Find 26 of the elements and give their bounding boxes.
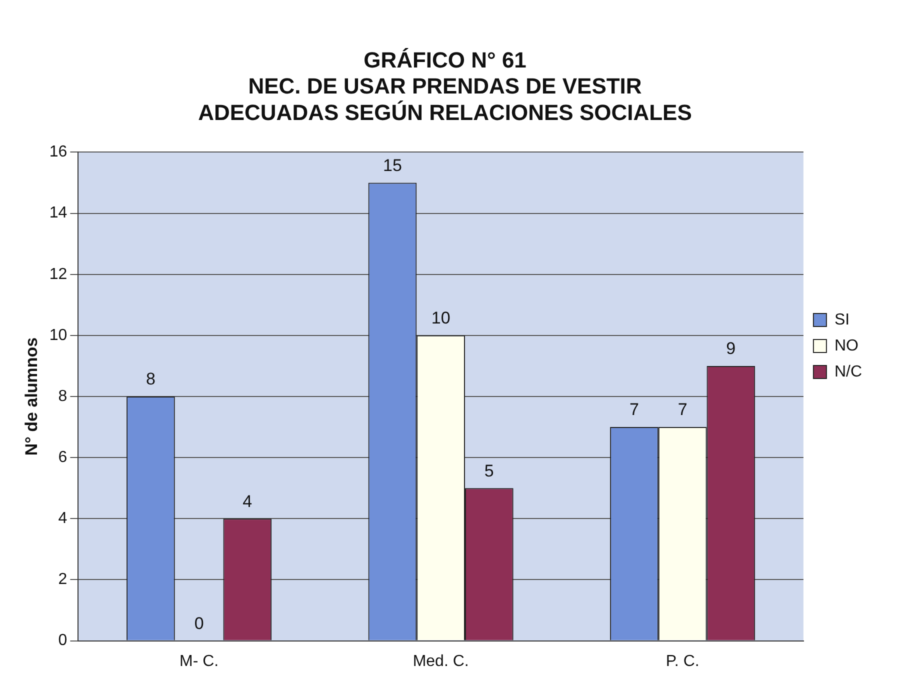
data-label: 7 bbox=[678, 400, 688, 420]
data-label: 4 bbox=[242, 492, 252, 511]
x-tick-label: P. C. bbox=[666, 652, 700, 670]
chart-title: GRÁFICO N° 61 NEC. DE USAR PRENDAS DE VESTIR ADECUADAS SEGÚN RELACIONES SOCIALES bbox=[198, 47, 692, 126]
legend-label: SI bbox=[834, 311, 850, 328]
y-tick-label: 16 bbox=[49, 144, 68, 161]
y-tick-label: 10 bbox=[49, 326, 68, 344]
legend-label: NO bbox=[834, 337, 858, 354]
data-label: 15 bbox=[383, 156, 402, 175]
y-tick-label: 4 bbox=[58, 510, 68, 528]
data-label: 10 bbox=[431, 308, 450, 328]
data-label: 5 bbox=[484, 461, 494, 480]
data-label: 8 bbox=[146, 370, 156, 389]
data-label: 7 bbox=[629, 400, 639, 420]
y-tick-label: 14 bbox=[49, 204, 68, 222]
x-tick-label: M- C. bbox=[180, 652, 219, 670]
y-tick-label: 6 bbox=[58, 448, 68, 466]
data-label: 9 bbox=[726, 339, 736, 358]
legend-label: N/C bbox=[834, 363, 862, 380]
y-tick-label: 8 bbox=[58, 388, 68, 405]
y-axis-title: N° de alumnos bbox=[22, 337, 41, 456]
data-label: 0 bbox=[194, 614, 204, 633]
x-tick-label: Med. C. bbox=[412, 652, 469, 670]
y-tick-label: 0 bbox=[58, 632, 68, 650]
y-tick-label: 12 bbox=[49, 266, 68, 283]
y-tick-label: 2 bbox=[58, 571, 68, 588]
